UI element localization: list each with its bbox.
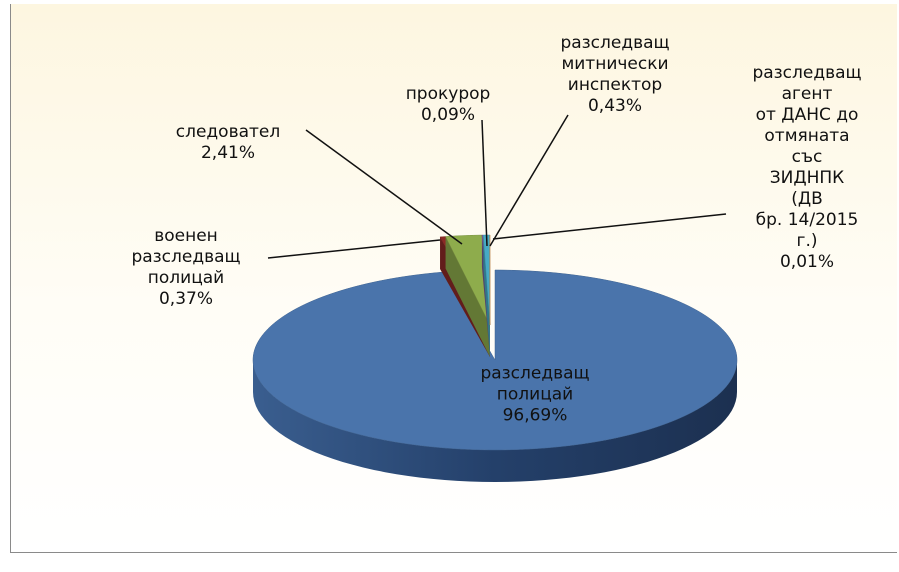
pie-slice bbox=[252, 269, 738, 482]
leader-line bbox=[489, 114, 569, 247]
data-label: разследващ агент от ДАНС до отмяната със… bbox=[752, 63, 861, 273]
category-label: прокурор bbox=[405, 84, 491, 104]
pie-top bbox=[445, 234, 491, 326]
pie-top bbox=[252, 269, 738, 451]
value-label: 0,01% bbox=[779, 252, 834, 272]
pie-face bbox=[445, 236, 490, 357]
leader-line bbox=[305, 129, 463, 245]
value-label: 2,41% bbox=[200, 143, 255, 163]
category-label: разследващ агент от ДАНС до отмяната със… bbox=[752, 63, 862, 251]
data-label: разследващ митнически инспектор 0,43% bbox=[560, 33, 669, 117]
category-label: следовател bbox=[175, 122, 281, 142]
leader-line bbox=[492, 213, 727, 240]
value-label: 0,43% bbox=[587, 96, 642, 116]
value-label: 0,37% bbox=[158, 289, 213, 309]
pie-face bbox=[483, 235, 490, 357]
data-label: следовател 2,41% bbox=[176, 122, 281, 164]
data-label: разследващ полицай 96,69% bbox=[480, 364, 589, 427]
data-label: прокурор 0,09% bbox=[406, 84, 491, 126]
category-label: разследващ полицай bbox=[480, 363, 590, 405]
leader-line bbox=[481, 119, 488, 247]
category-label: разследващ митнически инспектор bbox=[560, 33, 670, 95]
leader-line bbox=[267, 239, 441, 259]
value-label: 96,69% bbox=[502, 405, 568, 426]
value-label: 0,09% bbox=[420, 105, 475, 125]
category-label: военен разследващ полицай bbox=[131, 226, 241, 288]
pie-side bbox=[253, 360, 737, 482]
data-label: военен разследващ полицай 0,37% bbox=[131, 226, 240, 310]
